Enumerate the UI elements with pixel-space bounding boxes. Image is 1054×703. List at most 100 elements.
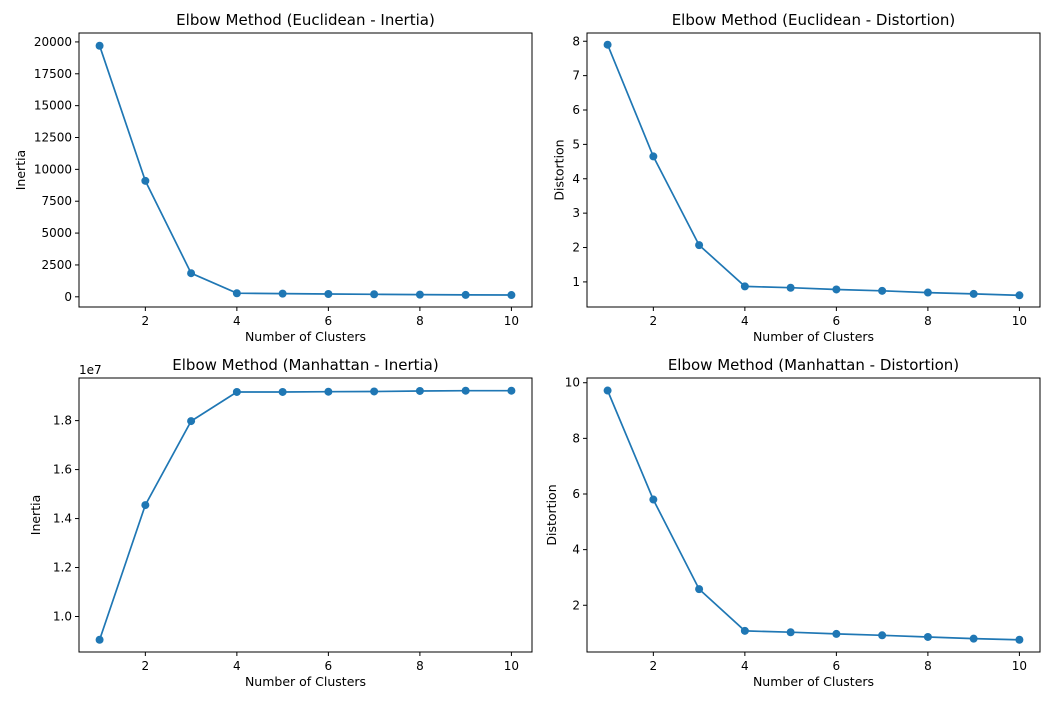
y-tick-label: 12500 bbox=[34, 131, 72, 145]
data-point bbox=[324, 290, 333, 299]
y-tick-label: 4 bbox=[572, 172, 580, 186]
chart-panel-2: Elbow Method (Euclidean - Distortion) 2 4 6… bbox=[551, 11, 1041, 344]
y-tick-label: 4 bbox=[572, 543, 580, 557]
data-point bbox=[969, 634, 978, 643]
chart-panel-3: Elbow Method (Manhattan - Inertia) 2 4 6 8 10… bbox=[28, 356, 533, 689]
y-axis-label: Distortion bbox=[551, 139, 566, 200]
y-axis-label: Distortion bbox=[544, 484, 559, 545]
y-tick-label: 1.6 bbox=[53, 463, 72, 477]
data-point bbox=[278, 387, 287, 396]
x-tick-label: 10 bbox=[1012, 659, 1027, 673]
data-point bbox=[786, 283, 795, 292]
data-point bbox=[324, 387, 333, 396]
chart-title: Elbow Method (Euclidean - Inertia) bbox=[176, 11, 435, 29]
data-point bbox=[507, 291, 516, 300]
y-tick-label: 6 bbox=[572, 103, 580, 117]
y-tick-label: 1.8 bbox=[53, 414, 72, 428]
data-point bbox=[649, 152, 658, 161]
data-point bbox=[649, 495, 658, 504]
chart-panel-4: Elbow Method (Manhattan - Distortion) 2 4 6… bbox=[544, 356, 1041, 689]
x-tick-label: 2 bbox=[142, 659, 150, 673]
data-point bbox=[923, 288, 932, 297]
data-point bbox=[1015, 635, 1024, 644]
x-axis-label: Number of Clusters bbox=[245, 329, 366, 344]
y-tick-label: 15000 bbox=[34, 99, 72, 113]
x-tick-label: 2 bbox=[650, 314, 658, 328]
x-tick-label: 8 bbox=[924, 659, 932, 673]
y-tick-label: 8 bbox=[572, 431, 580, 445]
y-tick-label: 10 bbox=[565, 376, 580, 390]
series-line bbox=[98, 389, 512, 641]
x-axis-label: Number of Clusters bbox=[753, 674, 874, 689]
data-point bbox=[832, 629, 841, 638]
y-tick-label: 10000 bbox=[34, 162, 72, 176]
data-point bbox=[278, 289, 287, 298]
series-line bbox=[606, 44, 1020, 297]
x-tick-label: 2 bbox=[142, 314, 150, 328]
data-point bbox=[786, 628, 795, 637]
data-point bbox=[370, 387, 379, 396]
data-point bbox=[832, 285, 841, 294]
chart-panel-1: Elbow Method (Euclidean - Inertia) 2 4 6 8 10… bbox=[13, 11, 533, 344]
y-tick-label: 3 bbox=[572, 206, 580, 220]
data-point bbox=[740, 282, 749, 291]
data-point bbox=[695, 241, 704, 250]
y-tick-label: 7500 bbox=[41, 194, 72, 208]
data-point bbox=[187, 417, 196, 426]
x-tick-label: 4 bbox=[741, 314, 749, 328]
x-tick-label: 10 bbox=[504, 314, 519, 328]
y-tick-label: 5 bbox=[572, 137, 580, 151]
series-line bbox=[98, 45, 512, 296]
y-axis-label: Inertia bbox=[28, 495, 43, 535]
chart-title: Elbow Method (Manhattan - Distortion) bbox=[668, 356, 959, 374]
y-tick-label: 1.0 bbox=[53, 609, 72, 623]
x-tick-label: 10 bbox=[1012, 314, 1027, 328]
chart-title: Elbow Method (Euclidean - Distortion) bbox=[672, 11, 956, 29]
x-tick-label: 6 bbox=[833, 659, 841, 673]
data-point bbox=[740, 626, 749, 635]
data-point bbox=[603, 386, 612, 395]
plot-area bbox=[586, 32, 1041, 308]
plot-area bbox=[586, 377, 1041, 653]
data-point bbox=[695, 585, 704, 594]
data-point bbox=[878, 631, 887, 640]
y-tick-label: 0 bbox=[64, 290, 72, 304]
x-axis-label: Number of Clusters bbox=[753, 329, 874, 344]
data-point bbox=[507, 386, 516, 395]
data-point bbox=[141, 501, 150, 510]
y-tick-label: 8 bbox=[572, 34, 580, 48]
x-tick-label: 2 bbox=[650, 659, 658, 673]
data-point bbox=[370, 290, 379, 299]
y-tick-label: 2500 bbox=[41, 258, 72, 272]
y-tick-label: 6 bbox=[572, 487, 580, 501]
data-point bbox=[969, 289, 978, 298]
data-point bbox=[95, 41, 104, 50]
x-tick-label: 8 bbox=[416, 314, 424, 328]
y-tick-label: 1.4 bbox=[53, 512, 72, 526]
y-tick-label: 2 bbox=[572, 598, 580, 612]
y-tick-label: 1 bbox=[572, 275, 580, 289]
x-tick-label: 4 bbox=[741, 659, 749, 673]
plot-area bbox=[78, 377, 533, 653]
data-point bbox=[232, 387, 241, 396]
y-tick-label: 20000 bbox=[34, 35, 72, 49]
y-tick-label: 17500 bbox=[34, 67, 72, 81]
y-tick-label: 1.2 bbox=[53, 561, 72, 575]
y-offset-label: 1e7 bbox=[79, 363, 102, 377]
data-point bbox=[603, 40, 612, 49]
series-line bbox=[606, 390, 1020, 641]
data-point bbox=[1015, 291, 1024, 300]
x-tick-label: 4 bbox=[233, 659, 241, 673]
x-tick-label: 4 bbox=[233, 314, 241, 328]
y-tick-label: 2 bbox=[572, 241, 580, 255]
y-tick-label: 7 bbox=[572, 69, 580, 83]
x-axis-label: Number of Clusters bbox=[245, 674, 366, 689]
data-point bbox=[95, 635, 104, 644]
x-tick-label: 6 bbox=[833, 314, 841, 328]
data-point bbox=[415, 290, 424, 299]
plot-area bbox=[78, 32, 533, 308]
data-point bbox=[461, 386, 470, 395]
data-point bbox=[461, 290, 470, 299]
data-point bbox=[187, 269, 196, 278]
